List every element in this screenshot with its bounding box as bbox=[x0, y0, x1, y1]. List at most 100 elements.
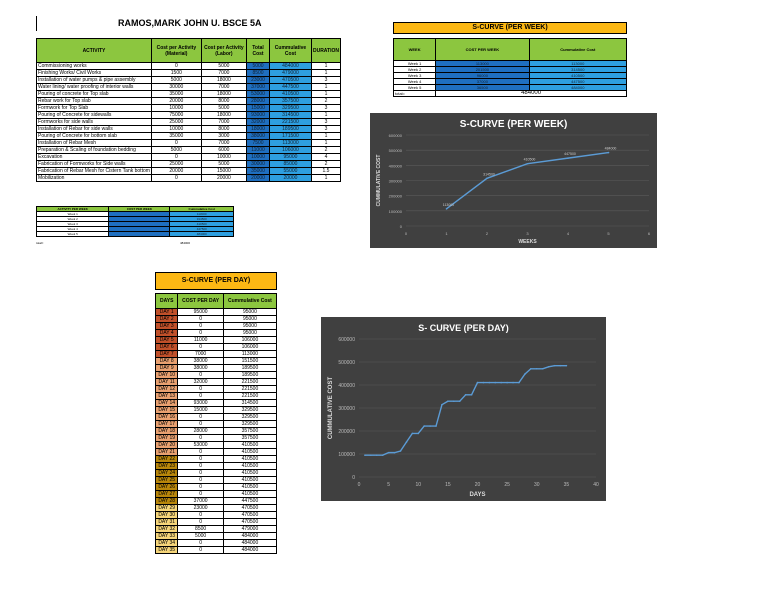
day-cell: 0 bbox=[177, 490, 224, 498]
day-cell: 0 bbox=[177, 462, 224, 470]
small-week-cell: Week 5 bbox=[35, 231, 110, 237]
activity-cell: 357500 bbox=[269, 97, 312, 105]
day-cell: 470500 bbox=[222, 511, 278, 519]
activity-cell: 18000 bbox=[200, 76, 248, 84]
y-tick-label: 0 bbox=[400, 224, 403, 229]
activity-cell: 5000 bbox=[200, 160, 248, 168]
table-row: DAY 14 93000 314500 bbox=[154, 399, 278, 407]
data-point bbox=[482, 381, 485, 384]
small-week-total-label: total= bbox=[36, 241, 44, 245]
table-row: Pouring of Concrete for sidewalls 75000 18… bbox=[36, 111, 342, 119]
day-cell: 484000 bbox=[222, 532, 278, 540]
day-cell: 95000 bbox=[222, 329, 278, 337]
table-row: DAY 8 38000 151500 bbox=[154, 357, 278, 365]
week-header-cell: Cummulative Cost bbox=[528, 38, 628, 61]
table-row: DAY 10 0 189500 bbox=[154, 371, 278, 379]
data-label: 314500 bbox=[483, 172, 495, 176]
data-point bbox=[553, 364, 556, 367]
day-cell: DAY 25 bbox=[154, 476, 179, 484]
day-cell: 7000 bbox=[177, 350, 224, 358]
activity-cell: 18000 bbox=[200, 111, 248, 119]
day-cell: DAY 9 bbox=[154, 364, 179, 372]
y-tick-label: 100000 bbox=[389, 209, 403, 214]
day-cell: 314500 bbox=[222, 399, 278, 407]
data-point bbox=[405, 441, 408, 443]
activity-cell: 25000 bbox=[150, 118, 202, 126]
table-row: Pouring of concrete for Top slab 35000 180… bbox=[36, 90, 342, 98]
day-cell: 0 bbox=[177, 539, 224, 547]
activity-cell: 20000 bbox=[245, 174, 271, 182]
table-row: DAY 11 32000 221500 bbox=[154, 378, 278, 386]
table-row: DAY 22 0 410500 bbox=[154, 455, 278, 463]
data-point bbox=[488, 381, 491, 384]
x-tick-label: 25 bbox=[504, 482, 510, 488]
week-header-cell: COST PER WEEK bbox=[435, 38, 530, 61]
activity-cell: 3000 bbox=[200, 132, 248, 140]
y-tick-label: 200000 bbox=[389, 194, 403, 199]
table-row: DAY 32 8500 479000 bbox=[154, 525, 278, 533]
table-row: DAY 23 0 410500 bbox=[154, 462, 278, 470]
activity-cell: 7000 bbox=[200, 118, 248, 126]
activity-cell: 15000 bbox=[245, 104, 271, 112]
day-cell: 106000 bbox=[222, 343, 278, 351]
activity-cell: 479000 bbox=[269, 69, 312, 77]
activity-cell: 470500 bbox=[269, 76, 312, 84]
activity-cell: Fabrication of Formworks for Side walls bbox=[36, 160, 152, 168]
day-cell: DAY 33 bbox=[154, 532, 179, 540]
day-cell: 410500 bbox=[222, 462, 278, 470]
activity-cell: 5000 bbox=[200, 104, 248, 112]
activity-cell: 7000 bbox=[200, 83, 248, 91]
day-cell: 95000 bbox=[222, 308, 278, 316]
y-tick-label: 600000 bbox=[338, 337, 355, 343]
y-tick-label: 400000 bbox=[338, 383, 355, 389]
day-cell: 95000 bbox=[177, 308, 224, 316]
day-cell: DAY 2 bbox=[154, 315, 179, 323]
day-cell: 113000 bbox=[222, 350, 278, 358]
day-cell: DAY 28 bbox=[154, 497, 179, 505]
week-section-title: S-CURVE (PER WEEK) bbox=[393, 22, 627, 34]
activity-cell: 4 bbox=[310, 153, 342, 161]
chart-title: S-CURVE (PER WEEK) bbox=[460, 119, 568, 130]
table-row: DAY 31 0 470500 bbox=[154, 518, 278, 526]
day-cell: DAY 24 bbox=[154, 469, 179, 477]
activity-header-cell: DURATION bbox=[310, 38, 342, 63]
day-cell: DAY 5 bbox=[154, 336, 179, 344]
activity-cell: 3 bbox=[310, 76, 342, 84]
day-cell: 0 bbox=[177, 434, 224, 442]
day-cell: DAY 35 bbox=[154, 546, 179, 554]
table-row: Preparation & Scaling of foundation bedd… bbox=[36, 146, 342, 154]
table-row: DAY 2 0 95000 bbox=[154, 315, 278, 323]
x-tick-label: 40 bbox=[593, 482, 599, 488]
activity-cell: 0 bbox=[150, 62, 202, 70]
day-cell: DAY 13 bbox=[154, 392, 179, 400]
activity-cell: 1 bbox=[310, 62, 342, 70]
activity-cell: 7500 bbox=[245, 139, 271, 147]
activity-cell: Formworks for side walls bbox=[36, 118, 152, 126]
day-cell: DAY 23 bbox=[154, 462, 179, 470]
activity-cell: 3 bbox=[310, 125, 342, 133]
activity-cell: 5000 bbox=[150, 146, 202, 154]
data-point bbox=[530, 367, 532, 370]
day-cell: 410500 bbox=[222, 469, 278, 477]
y-tick-label: 100000 bbox=[338, 452, 355, 458]
table-row: DAY 7 7000 113000 bbox=[154, 350, 278, 358]
data-point bbox=[506, 381, 508, 384]
activity-cell: 484000 bbox=[269, 62, 312, 70]
activity-cell: 75000 bbox=[150, 111, 202, 119]
activity-cell: 1 bbox=[310, 90, 342, 98]
day-cell: 484000 bbox=[222, 539, 278, 547]
data-point bbox=[526, 162, 529, 165]
activity-header-cell: Total Cost bbox=[245, 38, 271, 63]
table-row: DAY 30 0 470500 bbox=[154, 511, 278, 519]
activity-cell: 410500 bbox=[269, 90, 312, 98]
table-row: DAY 3 0 95000 bbox=[154, 322, 278, 330]
day-cell: DAY 32 bbox=[154, 525, 179, 533]
day-cell: DAY 7 bbox=[154, 350, 179, 358]
table-row: Formworks for side walls 25000 7000 32000 22… bbox=[36, 118, 342, 126]
day-cell: DAY 31 bbox=[154, 518, 179, 526]
table-row: DAY 20 53000 410500 bbox=[154, 441, 278, 449]
activity-cell: 113000 bbox=[269, 139, 312, 147]
day-cell: DAY 27 bbox=[154, 490, 179, 498]
data-label: 410500 bbox=[524, 158, 536, 162]
data-point bbox=[547, 366, 550, 368]
